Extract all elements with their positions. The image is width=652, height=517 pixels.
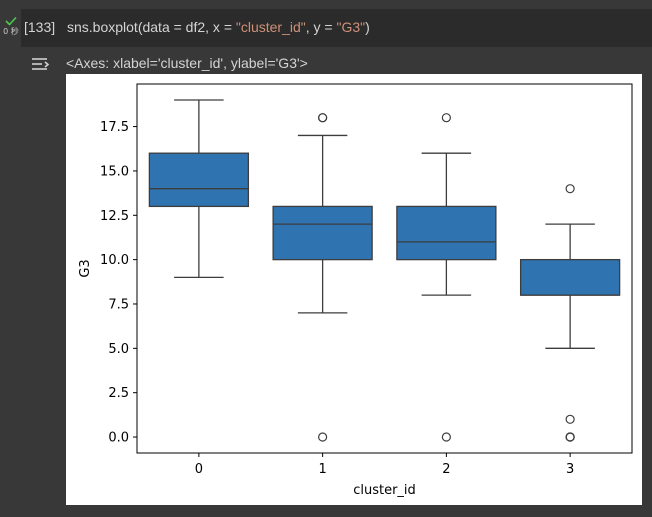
outlier-point [441, 113, 451, 123]
code-string-token: "G3" [336, 19, 366, 35]
x-axis-label: cluster_id [353, 483, 416, 498]
run-time: 0 秒 [3, 27, 19, 36]
cell-gutter: 0 秒 [0, 0, 21, 517]
output-collapse-icon[interactable] [31, 56, 51, 74]
code-token: sns.boxplot(data = df2, x = [67, 19, 236, 35]
iqr-box [272, 205, 373, 261]
outlier-point [565, 184, 575, 194]
output-repr-text: <Axes: xlabel='cluster_id', ylabel='G3'> [66, 55, 308, 71]
outlier-point [318, 432, 328, 442]
x-tick-label: 3 [566, 462, 574, 477]
y-axis-label: G3 [78, 259, 93, 277]
outlier-point [565, 432, 575, 442]
x-tick-label: 0 [195, 462, 203, 477]
y-tick-label: 0.0 [108, 431, 129, 446]
boxplot-figure: 0.0 2.5 5.0 7.5 10.0 12.5 15.0 17.5 0 1 2 3 cluster_… [66, 74, 642, 505]
y-tick-label: 17.5 [100, 120, 129, 135]
code-cell[interactable]: [133] sns.boxplot(data = df2, x = "clust… [21, 9, 652, 47]
plot-frame [136, 83, 633, 454]
y-tick-label: 7.5 [108, 297, 129, 312]
code-editor-line[interactable]: sns.boxplot(data = df2, x = "cluster_id"… [67, 19, 370, 35]
y-tick-label: 12.5 [100, 209, 129, 224]
scroll-gutter [642, 74, 652, 517]
y-tick-label: 15.0 [100, 164, 129, 179]
x-tick-label: 2 [442, 462, 450, 477]
outlier-point [441, 432, 451, 442]
check-icon [5, 16, 17, 26]
code-token: ) [365, 19, 370, 35]
code-token: , y = [305, 19, 337, 35]
y-tick-label: 10.0 [100, 253, 129, 268]
code-string-token: "cluster_id" [235, 19, 306, 35]
execution-count: [133] [24, 19, 56, 35]
iqr-box [519, 258, 621, 296]
x-tick-label: 1 [318, 462, 326, 477]
outlier-point [318, 113, 328, 123]
outlier-point [565, 414, 575, 424]
y-tick-label: 5.0 [108, 342, 129, 357]
iqr-box [148, 152, 250, 208]
boxplot-chart: 0.0 2.5 5.0 7.5 10.0 12.5 15.0 17.5 0 1 2 3 cluster_… [78, 83, 633, 498]
iqr-box [396, 205, 497, 261]
run-status: 0 秒 [1, 16, 21, 36]
y-tick-label: 2.5 [108, 386, 129, 401]
